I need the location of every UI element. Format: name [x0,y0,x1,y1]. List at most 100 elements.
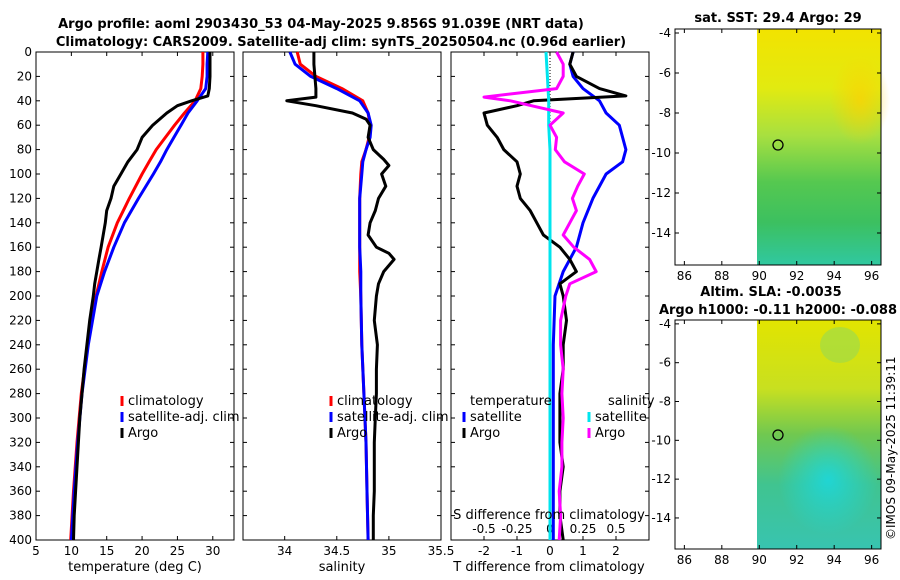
sal-series-satellite-adj-clim [288,51,373,541]
map-x-tick-label: 88 [714,553,729,567]
sal-series-climatology [295,51,372,541]
map-y-tick-label: -10 [651,146,671,160]
y-tick-label: 380 [9,509,32,523]
y-tick-label: 360 [9,484,32,498]
y-tick-label: 340 [9,460,32,474]
figure-title-line2: Climatology: CARS2009. Satellite-adj cli… [56,35,626,50]
y-tick-label: 320 [9,435,32,449]
y-tick-label: 80 [17,143,32,157]
temperature-xlabel: temperature (deg C) [68,560,202,575]
legend-title-temperature: temperature [470,394,552,409]
sal-series-argo [285,52,396,540]
map-y-tick-label: -6 [659,356,671,370]
y-tick-label: 280 [9,387,32,401]
map-x-tick-label: 92 [789,269,804,283]
legend-label-argo: Argo [128,426,158,441]
x-tick-label: 35.5 [428,544,455,558]
map-y-tick-label: -4 [659,26,671,40]
x-tick-label: 34 [277,544,292,558]
sla-map-green-patch [820,327,860,363]
sla-map-title-line1: Altim. SLA: -0.0035 [700,285,841,300]
x-tick-label: 25 [170,544,185,558]
x-tick-label: 30 [205,544,220,558]
credit-text: ©IMOS 09-May-2025 11:39:11 [884,356,898,540]
map-x-tick-label: 96 [864,553,879,567]
map-y-tick-label: -4 [659,317,671,331]
map-x-tick-label: 92 [789,553,804,567]
map-x-tick-label: 94 [827,553,842,567]
map-y-tick-label: -8 [659,395,671,409]
difference-top-xlabel: S difference from climatology [453,508,645,523]
temp-series-climatology [69,52,205,541]
y-tick-label: 200 [9,289,32,303]
y-tick-label: 120 [9,191,32,205]
sst-map-warm-patch [830,55,890,145]
y-tick-label: 300 [9,411,32,425]
s-diff-tick-label: -0.25 [501,522,532,536]
salinity-xlabel: salinity [319,560,366,575]
legend-label-satellite: satellite-adj. clim [128,410,240,425]
map-y-tick-label: -12 [651,186,671,200]
x-tick-label: 10 [64,544,79,558]
y-tick-label: 260 [9,362,32,376]
x-tick-label: 20 [134,544,149,558]
sla-map-frame [674,319,882,550]
sla-map-float-marker [772,429,784,441]
map-x-tick-label: 88 [714,269,729,283]
figure-title-line1: Argo profile: aoml 2903430_53 04-May-202… [58,17,584,32]
legend-label-argo: Argo [337,426,367,441]
s-diff-tick-label: 0.5 [606,522,625,536]
map-y-tick-label: -14 [651,511,671,525]
y-tick-label: 60 [17,118,32,132]
x-tick-label: 5 [32,544,40,558]
y-tick-label: 240 [9,338,32,352]
map-x-tick-label: 90 [752,269,767,283]
temperature-legend: climatology satellite-adj. clim Argo [120,394,240,441]
y-tick-label: 160 [9,240,32,254]
y-tick-label: 40 [17,94,32,108]
map-x-tick-label: 96 [864,269,879,283]
temperature-panel-frame [35,51,235,541]
y-tick-label: 140 [9,216,32,230]
map-y-tick-label: -12 [651,472,671,486]
y-tick-label: 220 [9,313,32,327]
legend-label-satellite: satellite-adj. clim [337,410,449,425]
temp-series-argo [72,52,212,541]
sla-map-title-line2: Argo h1000: -0.11 h2000: -0.088 [659,303,897,318]
x-tick-label: 0 [546,544,554,558]
legend-label-climatology: climatology [128,394,204,409]
y-tick-label: 100 [9,167,32,181]
y-tick-label: 0 [24,45,32,59]
map-y-tick-label: -6 [659,66,671,80]
x-tick-label: 15 [99,544,114,558]
sst-map-float-marker [772,139,784,151]
legend-label-s-satellite: satellite [595,410,647,425]
x-tick-label: 1 [579,544,587,558]
difference-legend: temperature satellite Argo salinity sate… [462,394,655,441]
diff-series-t-satellite [551,51,628,540]
y-tick-label: 20 [17,69,32,83]
map-y-tick-label: -10 [651,433,671,447]
legend-title-salinity: salinity [608,394,655,409]
x-tick-label: 2 [612,544,620,558]
difference-xlabel: T difference from climatology [452,560,645,575]
x-tick-label: 35 [381,544,396,558]
x-tick-label: 34.5 [323,544,350,558]
map-x-tick-label: 94 [827,269,842,283]
sst-map-frame [674,28,882,266]
map-x-tick-label: 86 [677,553,692,567]
y-tick-label: 180 [9,265,32,279]
diff-series-s-argo [482,51,598,541]
sla-map-cyan-patch [778,425,878,535]
legend-label-climatology: climatology [337,394,413,409]
legend-label-t-argo: Argo [470,426,500,441]
salinity-legend: climatology satellite-adj. clim Argo [329,394,449,441]
x-tick-label: -2 [478,544,490,558]
s-diff-tick-label: -0.5 [472,522,495,536]
y-tick-label: 400 [9,533,32,547]
map-x-tick-label: 86 [677,269,692,283]
map-x-tick-label: 90 [752,553,767,567]
map-y-tick-label: -8 [659,106,671,120]
s-diff-tick-label: 0.25 [570,522,597,536]
